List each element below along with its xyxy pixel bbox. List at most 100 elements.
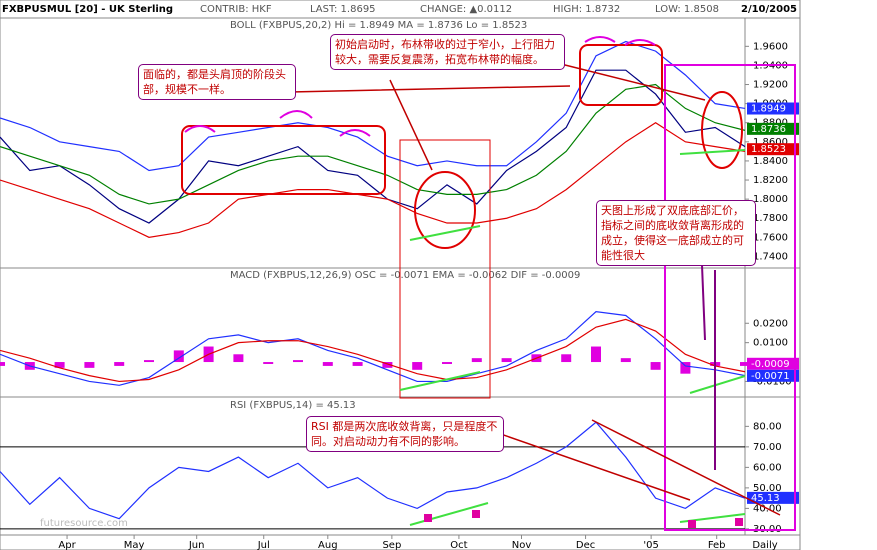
value-box-label: 1.8949 [751, 104, 786, 115]
histogram-bar [471, 358, 482, 363]
histogram-bar [561, 354, 572, 363]
dot [735, 518, 743, 526]
histogram-bar [263, 362, 274, 364]
value-box [747, 122, 799, 135]
date: 2/10/2005 [741, 4, 797, 15]
histogram-bar [680, 362, 691, 374]
histogram-bar [412, 362, 423, 370]
y-tick-label: 0.0200 [753, 318, 788, 329]
y-tick-label: 80.00 [753, 421, 782, 432]
panel-title: RSI (FXBPUS,14) = 45.13 [230, 400, 356, 411]
x-tick-label: May [124, 540, 145, 550]
low: LOW: 1.8508 [655, 4, 719, 15]
x-tick-label: Aug [318, 540, 338, 550]
y-tick-label: 1.7600 [753, 232, 788, 243]
annotation-shapes [181, 36, 796, 531]
value-box [747, 357, 799, 370]
y-tick-label: 1.8000 [753, 194, 788, 205]
value-box-label: -0.0071 [751, 371, 790, 382]
box [181, 125, 386, 195]
x-tick-label: Feb [708, 540, 726, 550]
change: CHANGE: ▲0.0112 [420, 4, 512, 15]
x-tick-label: Jul [257, 540, 270, 550]
histogram-bar [322, 362, 333, 366]
x-tick-label: Apr [58, 540, 76, 550]
last: LAST: 1.8695 [310, 4, 376, 15]
arrow [289, 59, 781, 516]
y-tick-label: 1.7400 [753, 251, 788, 262]
annotation: RSI 都是两次底收敛背离，只是程度不同。对启动动力有不同的影响。 [306, 416, 504, 452]
line [0, 122, 746, 238]
histogram-bar [173, 350, 184, 363]
histogram-bar [382, 362, 393, 368]
y-tick-label: 0.0100 [753, 338, 788, 349]
y-tick-label: -0.0100 [753, 376, 792, 387]
panel-title: MACD (FXBPUS,12,26,9) OSC = -0.0071 EMA … [230, 270, 580, 281]
x-tick-label: Nov [512, 540, 532, 550]
histogram-bar [620, 358, 631, 363]
annotation: 天图上形成了双底底部汇价，指标之间的底收敛背离形成的成立，使得这一底部成立的可能… [596, 200, 756, 266]
histogram-bar [442, 362, 452, 364]
panel-title: BOLL (FXBPUS,20,2) Hi = 1.8949 MA = 1.87… [230, 20, 527, 31]
histogram-bar [293, 360, 303, 363]
line [0, 40, 746, 172]
arc [184, 110, 371, 137]
histogram-bar [501, 358, 512, 363]
box [664, 64, 796, 531]
histogram-bar [233, 354, 244, 363]
value-box-label: 1.8736 [751, 124, 786, 135]
x-tick-label: Oct [450, 540, 467, 550]
x-tick-label: Dec [576, 540, 595, 550]
value-box [747, 143, 799, 156]
box [399, 139, 491, 399]
histogram-bar [740, 362, 750, 366]
high: HIGH: 1.8732 [553, 4, 620, 15]
trend-line [399, 149, 746, 526]
value-box [747, 491, 799, 504]
y-tick-label: 1.9600 [753, 41, 788, 52]
histogram-bar [352, 362, 363, 366]
x-tick-label: Jun [188, 540, 205, 550]
histogram-bar [591, 346, 601, 363]
y-tick-label: 1.8400 [753, 156, 788, 167]
line [0, 69, 746, 224]
x-tick-label: '05 [643, 540, 658, 550]
histogram-bar [84, 362, 95, 368]
line [0, 311, 746, 386]
watermark: futuresource.com [40, 518, 128, 529]
y-tick-label: 1.9200 [753, 80, 788, 91]
line [0, 318, 746, 383]
contrib: CONTRIB: HKF [200, 4, 272, 15]
value-box [747, 102, 799, 115]
ellipse [701, 91, 743, 169]
histogram-bar [0, 362, 5, 366]
value-box-label: 1.8523 [751, 144, 786, 155]
dot [424, 514, 432, 522]
histogram-bar [144, 360, 154, 363]
histogram-bar [54, 362, 65, 368]
ellipse [414, 171, 476, 249]
annotation: 面临的，都是头肩顶的阶段头部，规模不一样。 [138, 64, 296, 100]
line [0, 421, 746, 520]
arc [584, 36, 656, 46]
x-axis-label: Daily [752, 540, 777, 550]
x-tick-label: Sep [382, 540, 401, 550]
annotation: 初始启动时，布林带收的过于窄小，上行阻力较大，需要反复震荡，拓宽布林带的幅度。 [330, 34, 565, 70]
y-tick-label: 60.00 [753, 462, 782, 473]
value-box [747, 369, 799, 382]
dot [688, 520, 696, 528]
y-tick-label: 1.7800 [753, 213, 788, 224]
y-tick-label: 70.00 [753, 442, 782, 453]
y-tick-label: 1.8600 [753, 137, 788, 148]
y-tick-label: 50.00 [753, 483, 782, 494]
value-box-label: 45.13 [751, 493, 780, 504]
symbol: FXBPUSMUL [20] - UK Sterling [2, 4, 173, 15]
y-tick-label: 1.8200 [753, 175, 788, 186]
line [0, 83, 746, 205]
box [579, 44, 663, 106]
dot [472, 510, 480, 518]
histogram-bar [650, 362, 661, 370]
histogram-bar [114, 362, 125, 366]
